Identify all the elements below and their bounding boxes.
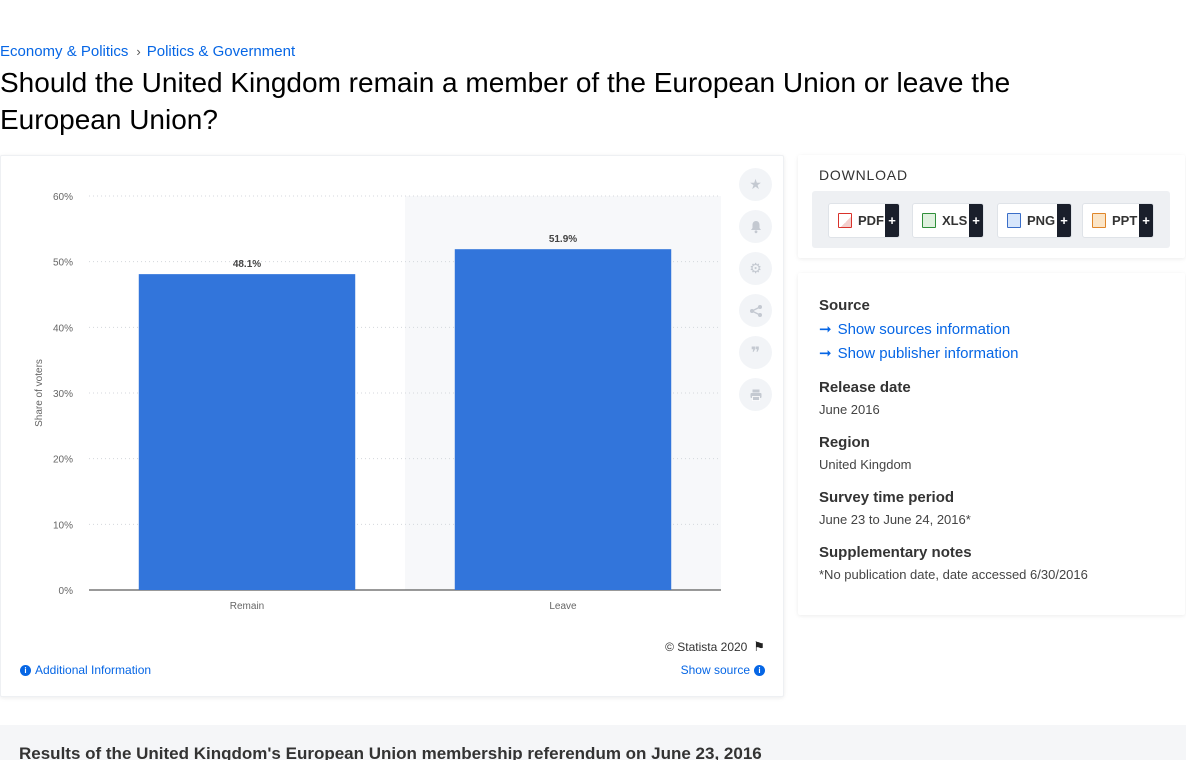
y-tick-label: 20%: [53, 455, 73, 466]
download-title: DOWNLOAD: [819, 167, 908, 183]
download-pdf-label: PDF: [858, 213, 884, 228]
region-label: Region: [819, 434, 870, 451]
y-axis-label: Share of voters: [34, 359, 45, 427]
quote-icon[interactable]: ❞: [739, 336, 772, 369]
y-tick-label: 50%: [53, 258, 73, 269]
download-card: DOWNLOAD PDF + XLS + PNG + PPT +: [798, 155, 1185, 258]
show-publisher-link[interactable]: ➞ Show publisher information: [819, 344, 1019, 363]
info-icon: i: [754, 664, 765, 676]
y-tick-label: 10%: [53, 520, 73, 531]
bar-leave: [454, 249, 672, 590]
show-sources-label: Show sources information: [837, 320, 1011, 338]
show-sources-link[interactable]: ➞ Show sources information: [819, 320, 1011, 339]
ppt-file-icon: [1092, 213, 1106, 228]
gear-icon[interactable]: ⚙: [739, 252, 772, 285]
region-value: United Kingdom: [819, 457, 912, 472]
data-label: 51.9%: [549, 234, 577, 245]
additional-information-label: Additional Information: [35, 663, 152, 677]
chart-card: 0% 10% 20% 30% 40% 50% 60% Share of voters 48.1%…: [0, 155, 784, 697]
y-tick-label: 60%: [53, 192, 73, 203]
bar-remain: [138, 274, 356, 590]
results-heading: Results of the United Kingdom's European…: [19, 744, 762, 760]
download-xls-label: XLS: [942, 213, 968, 228]
plus-icon[interactable]: +: [969, 204, 983, 237]
png-file-icon: [1007, 213, 1021, 228]
xls-file-icon: [922, 213, 936, 228]
survey-period-value: June 23 to June 24, 2016*: [819, 512, 971, 527]
copyright-text: © Statista 2020: [665, 640, 748, 654]
flag-icon[interactable]: ⚑: [753, 639, 765, 654]
download-ppt-label: PPT: [1112, 213, 1138, 228]
release-date-value: June 2016: [819, 402, 880, 417]
supplementary-notes-value: *No publication date, date accessed 6/30…: [819, 567, 1088, 582]
show-publisher-label: Show publisher information: [837, 344, 1019, 362]
star-icon[interactable]: ★: [739, 168, 772, 201]
breadcrumb: Economy & Politics › Politics & Governme…: [0, 43, 295, 60]
supplementary-notes-label: Supplementary notes: [819, 544, 972, 561]
plus-icon[interactable]: +: [1057, 204, 1071, 237]
pdf-file-icon: [838, 213, 852, 228]
info-icon: i: [20, 664, 31, 676]
page-title: Should the United Kingdom remain a membe…: [0, 67, 1011, 135]
breadcrumb-politics-government[interactable]: Politics & Government: [146, 43, 296, 60]
source-label: Source: [819, 297, 870, 314]
download-xls-button[interactable]: XLS +: [912, 203, 984, 238]
download-pdf-button[interactable]: PDF +: [828, 203, 900, 238]
bar-chart: 0% 10% 20% 30% 40% 50% 60% Share of voters 48.1%…: [34, 192, 721, 612]
statistic-details-card: Source ➞ Show sources information ➞ Show…: [798, 273, 1185, 615]
download-bar: PDF + XLS + PNG + PPT +: [812, 191, 1170, 248]
survey-period-label: Survey time period: [819, 489, 955, 506]
share-icon[interactable]: [739, 294, 772, 327]
results-section: Results of the United Kingdom's European…: [0, 725, 1186, 760]
download-png-label: PNG: [1027, 213, 1056, 228]
y-tick-label: 30%: [53, 389, 73, 400]
print-icon[interactable]: [739, 378, 772, 411]
arrow-right-icon: ➞: [819, 321, 832, 338]
download-png-button[interactable]: PNG +: [997, 203, 1072, 238]
y-tick-label: 0%: [59, 586, 74, 597]
additional-information-link[interactable]: i Additional Information: [20, 663, 151, 677]
copyright: © Statista 2020 ⚑: [665, 639, 765, 655]
plus-icon[interactable]: +: [1139, 204, 1153, 237]
x-tick-label: Leave: [549, 601, 577, 612]
download-ppt-button[interactable]: PPT +: [1082, 203, 1154, 238]
x-tick-label: Remain: [230, 601, 264, 612]
release-date-label: Release date: [819, 379, 911, 396]
breadcrumb-economy-politics[interactable]: Economy & Politics: [0, 43, 129, 60]
bell-icon[interactable]: [739, 210, 772, 243]
show-source-label: Show source: [680, 663, 750, 677]
y-tick-label: 40%: [53, 323, 73, 334]
plus-icon[interactable]: +: [885, 204, 899, 237]
arrow-right-icon: ➞: [819, 345, 832, 362]
show-source-link[interactable]: Show source i: [681, 663, 765, 677]
chart-tools: ★ ⚙ ❞: [739, 168, 773, 420]
data-label: 48.1%: [233, 259, 261, 270]
breadcrumb-separator: ›: [136, 44, 141, 59]
